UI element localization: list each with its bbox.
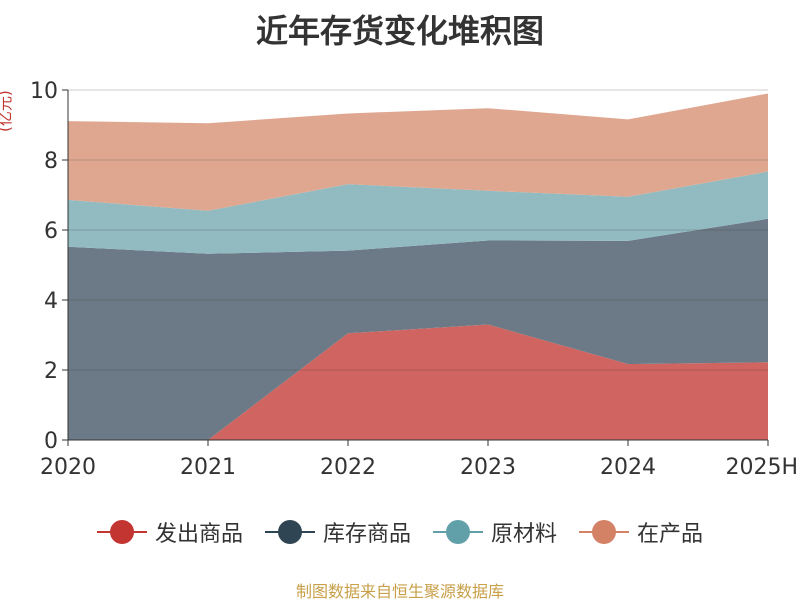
x-tick-label-5: 2025H xyxy=(725,455,798,480)
legend-item-3[interactable]: 原材料 xyxy=(433,516,557,548)
x-tick-label-3: 2023 xyxy=(460,455,516,480)
y-tick-label-0: 0 xyxy=(44,429,58,454)
legend-marker-icon xyxy=(264,517,315,547)
legend-marker-icon xyxy=(579,517,630,547)
area-layers xyxy=(68,93,768,440)
x-tick-label-4: 2024 xyxy=(600,455,656,480)
tick-labels: 0 2 4 6 8 10 2020 2021 2022 2023 2024 2025H xyxy=(30,79,798,480)
grid-lines xyxy=(68,89,768,371)
area-series-1 xyxy=(68,324,768,440)
area-series-3 xyxy=(68,171,768,254)
y-tick-label-2: 4 xyxy=(44,289,58,314)
legend: 发出商品 库存商品 原材料 在产品 xyxy=(0,516,800,548)
y-tick-label-1: 2 xyxy=(44,359,58,384)
legend-label: 发出商品 xyxy=(154,522,243,547)
legend-item-1[interactable]: 发出商品 xyxy=(96,516,243,548)
chart-title: 近年存货变化堆积图 xyxy=(255,12,544,50)
legend-item-2[interactable]: 库存商品 xyxy=(264,516,411,548)
y-tick-label-3: 6 xyxy=(44,219,58,244)
area-series-2 xyxy=(68,218,768,440)
legend-label: 库存商品 xyxy=(322,522,411,547)
legend-label: 在产品 xyxy=(637,522,704,547)
y-tick-label-4: 8 xyxy=(44,149,58,174)
x-tick-label-2: 2022 xyxy=(320,455,376,480)
axes xyxy=(62,89,769,446)
legend-marker-icon xyxy=(96,517,147,547)
y-tick-label-5: 10 xyxy=(30,79,58,104)
data-source-note: 制图数据来自恒生聚源数据库 xyxy=(295,582,504,601)
area-series-4 xyxy=(68,93,768,211)
x-tick-label-0: 2020 xyxy=(40,455,96,480)
legend-item-4[interactable]: 在产品 xyxy=(579,516,703,548)
x-tick-label-1: 2021 xyxy=(180,455,236,480)
legend-label: 原材料 xyxy=(491,522,558,547)
legend-marker-icon xyxy=(433,517,483,547)
